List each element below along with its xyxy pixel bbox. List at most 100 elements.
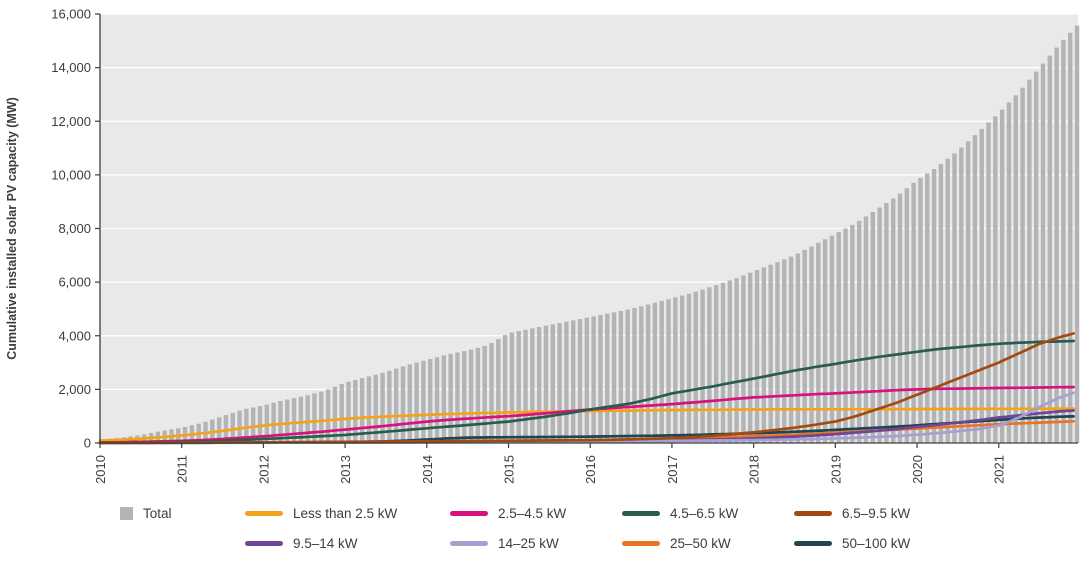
total-bar [713,285,719,443]
total-bar [570,320,576,443]
total-bar [1047,55,1053,443]
total-bar [407,364,412,443]
total-bar [257,406,263,443]
total-bar [884,203,889,443]
total-bar [686,293,692,443]
legend-swatch-line [622,511,660,516]
total-bar [979,128,984,444]
total-bar [679,295,685,443]
total-bar [475,347,481,443]
total-bar [891,198,896,443]
total-bar [673,297,678,443]
legend-item-9-5-14-kw: 9.5–14 kW [245,536,450,551]
total-bar [428,358,433,443]
total-bar [754,270,760,443]
total-bar [945,158,950,443]
legend-label: 4.5–6.5 kW [670,506,739,521]
total-bar [387,370,392,443]
legend-swatch-line [245,511,283,516]
legend-item-14-25-kw: 14–25 kW [450,536,622,551]
y-tick-label: 16,000 [51,7,91,22]
total-bar [802,249,807,443]
total-bar [564,321,569,443]
total-bar [904,188,910,443]
x-tick-label: 2013 [338,455,353,484]
total-bar [223,415,229,443]
total-bar [829,235,835,443]
total-bar [373,374,378,443]
total-bar [516,331,521,443]
total-bar [414,362,419,443]
legend-swatch-line [794,541,832,546]
total-bar [877,207,882,443]
total-bar [863,216,869,443]
total-bar [611,312,617,443]
legend-label: Total [143,506,172,521]
total-bar [918,178,923,444]
legend-label: 14–25 kW [498,536,559,551]
total-bar [1020,87,1025,443]
total-bar [305,395,310,443]
total-bar [291,398,297,443]
total-bar [278,400,283,443]
series-line-6-5-9-5-kw [98,332,1075,445]
legend-label: 6.5–9.5 kW [842,506,911,521]
x-tick-label: 2020 [910,455,925,484]
total-bar [734,278,739,443]
legend-swatch-line [450,541,488,546]
total-bar [1054,47,1059,443]
total-bar [319,391,324,443]
total-bar [850,224,855,443]
total-bar [952,153,957,444]
y-tick-label: 6,000 [58,275,91,290]
total-bar [911,182,916,443]
x-tick-label: 2015 [502,455,517,484]
total-bar [550,324,555,443]
total-bar [250,407,256,443]
capacity-chart: 0 2,000 4,000 6,000 8,000 10,000 12,000 14,000 1… [5,7,1080,484]
total-bar [870,211,875,443]
x-tick-label: 2010 [93,455,108,484]
total-bar [557,323,562,443]
legend-label: 50–100 kW [842,536,911,551]
total-bar [959,147,964,443]
total-bar [659,300,664,443]
total-bar [496,339,501,443]
y-tick-label: 12,000 [51,114,91,129]
total-bar [393,368,399,443]
total-bar [925,173,930,444]
total-bar [455,352,460,443]
total-bar [434,357,440,443]
total-bar [938,164,944,443]
total-bar [230,412,235,443]
total-bar [353,379,358,443]
legend-item-total: Total [120,506,245,521]
total-bar [448,353,453,443]
y-tick-label: 2,000 [58,382,91,397]
total-bar [782,259,787,443]
total-bar [359,378,365,443]
series-line-4-5-6-5-kw [98,339,1075,445]
total-bar [271,402,276,443]
total-bar [993,116,998,443]
legend-label: 9.5–14 kW [293,536,358,551]
total-bar [530,328,535,443]
total-bar [591,316,596,443]
total-bar [768,264,773,443]
total-bar [489,343,494,443]
total-bar [618,310,624,443]
total-bar [809,246,814,443]
total-bar [339,384,344,443]
legend-item-6-5-9-5-kw: 6.5–9.5 kW [794,506,966,521]
total-bar [482,346,487,443]
total-bar [1006,102,1012,443]
total-bar [502,335,508,443]
total-bar [523,329,528,443]
total-bar [666,299,671,443]
total-bar [441,355,447,443]
total-bar [332,386,338,443]
legend-swatch-line [450,511,488,516]
total-bar [325,389,331,443]
total-bar [380,372,385,443]
total-bar [1013,95,1018,444]
